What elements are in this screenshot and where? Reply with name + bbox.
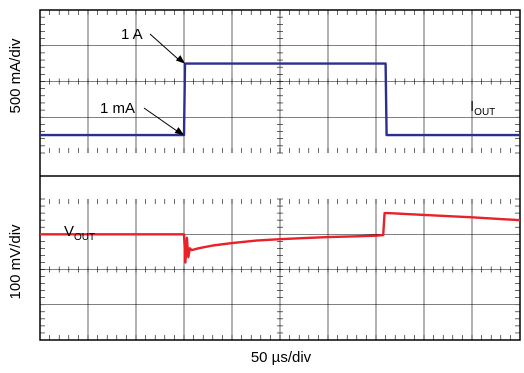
iout-label-main: I — [470, 98, 474, 115]
x-axis-label: 50 µs/div — [251, 349, 312, 366]
iout-label-sub: OUT — [474, 107, 495, 118]
y-axis-label-bottom: 100 mV/div — [7, 224, 24, 300]
annotation-arrow-head — [174, 127, 184, 136]
vout-label: VOUT — [64, 223, 95, 243]
labels: 500 mA/div 100 mV/div 50 µs/div 1 A 1 mA… — [7, 26, 495, 366]
annotation-arrow-line — [149, 33, 182, 62]
annotation-arrow-line — [143, 107, 181, 134]
iout-label: IOUT — [470, 98, 495, 118]
annotation-1ma: 1 mA — [100, 100, 135, 117]
y-axis-label-top: 500 mA/div — [7, 38, 24, 114]
trace-vout — [40, 211, 521, 264]
vout-label-sub: OUT — [74, 232, 95, 243]
traces — [40, 33, 521, 264]
vout-label-main: V — [64, 223, 74, 240]
annotation-1a: 1 A — [121, 26, 143, 43]
annotation-arrow-head — [175, 55, 185, 64]
trace-iout — [40, 62, 520, 137]
